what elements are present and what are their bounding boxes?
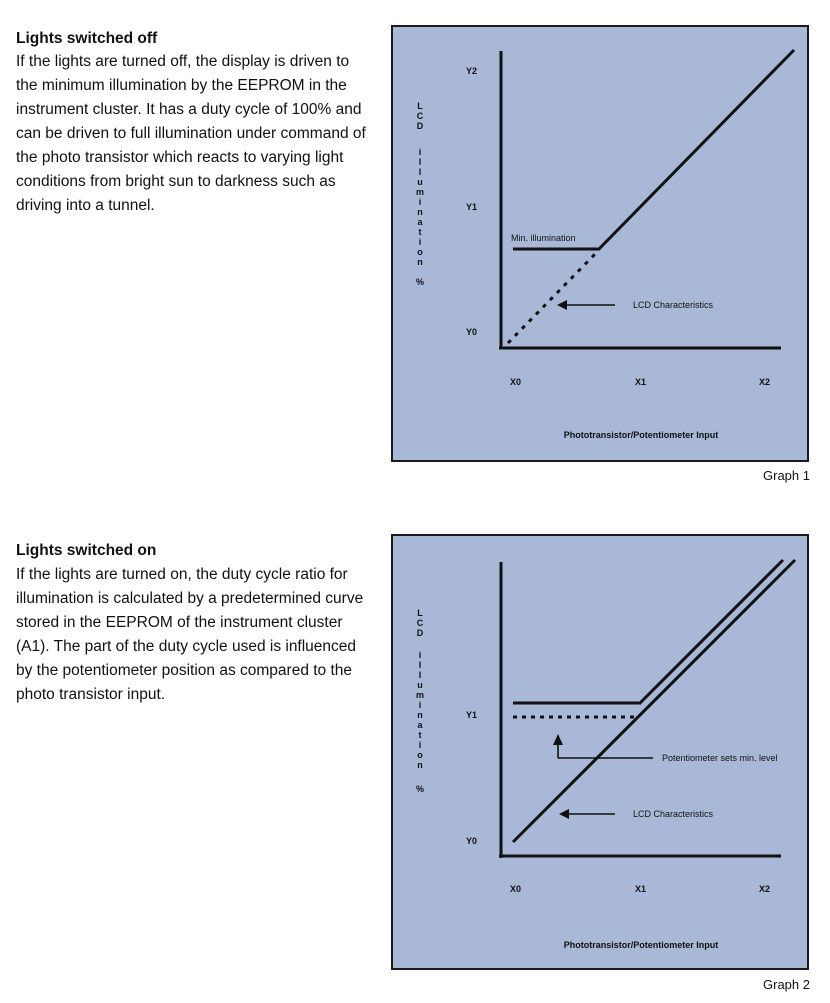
graph-2-ylabel-letter: n bbox=[417, 760, 423, 770]
section-title-lights-off: Lights switched off bbox=[16, 30, 158, 47]
graph-2-ylabel-letter: i bbox=[419, 740, 422, 750]
graph-2-ylabel-letter: u bbox=[417, 680, 423, 690]
graph-2-y-tick: Y0 bbox=[466, 836, 477, 846]
graph-1-y-tick: Y0 bbox=[466, 327, 477, 337]
graph-2-ylabel-letter: i bbox=[419, 700, 422, 710]
graph-2-annotation-lcd: LCD Characteristics bbox=[633, 809, 714, 819]
graph-2-ylabel-letter: n bbox=[417, 710, 423, 720]
graph-1-ylabel-letter: t bbox=[419, 227, 422, 237]
graph-1-ylabel-letter: l bbox=[419, 157, 422, 167]
graph-1-ylabel-letter: n bbox=[417, 257, 423, 267]
graph-1-ylabel-letter: i bbox=[419, 197, 422, 207]
graph-1-ylabel-letter: o bbox=[417, 247, 423, 257]
graph-1-ylabel-letter: % bbox=[416, 277, 424, 287]
graph-2-lcd-arrowhead bbox=[559, 809, 569, 819]
graph-1-x-tick: X0 bbox=[510, 377, 521, 387]
graph-1-lcd-arrowhead bbox=[557, 300, 567, 310]
graph-2-lcd-line bbox=[511, 558, 797, 844]
graph-1-ylabel-letter: m bbox=[416, 187, 424, 197]
graph-2-ylabel-letter: m bbox=[416, 690, 424, 700]
graph-1-ylabel-letter: u bbox=[417, 177, 423, 187]
graph-2-annotation-pot: Potentiometer sets min. level bbox=[662, 753, 778, 763]
graph-2: L C D i l l u m i n a t i o n % Y1 Y0 X0… bbox=[391, 534, 809, 970]
graph-1-y-tick: Y2 bbox=[466, 66, 477, 76]
graph-2-ylabel: L C D i l l u m i n a t i o n % bbox=[416, 608, 424, 794]
graph-2-ylabel-letter: C bbox=[417, 618, 424, 628]
graph-1-caption: Graph 1 bbox=[763, 468, 810, 483]
graph-2-x-tick: X1 bbox=[635, 884, 646, 894]
graph-1-x-tick: X2 bbox=[759, 377, 770, 387]
graph-2-upper-rising-line bbox=[637, 558, 785, 706]
graph-1-annotation-lcd: LCD Characteristics bbox=[633, 300, 714, 310]
graph-2-x-tick: X2 bbox=[759, 884, 770, 894]
graph-1-svg: L C D i l l u m i n a t i o n % Y2 Y1 Y0… bbox=[416, 48, 796, 440]
graph-1-xlabel: Phototransistor/Potentiometer Input bbox=[564, 430, 719, 440]
graph-2-x-tick: X0 bbox=[510, 884, 521, 894]
graph-2-svg: L C D i l l u m i n a t i o n % Y1 Y0 X0… bbox=[416, 558, 797, 950]
graph-1-ylabel: L C D i l l u m i n a t i o n % bbox=[416, 101, 424, 287]
graph-1-lcd-dotted-line bbox=[506, 249, 600, 345]
graph-2-ylabel-letter: % bbox=[416, 784, 424, 794]
graph-1-y-tick: Y1 bbox=[466, 202, 477, 212]
graph-1-x-tick: X1 bbox=[635, 377, 646, 387]
graph-1-ylabel-letter: i bbox=[419, 237, 422, 247]
graph-1-ylabel-letter: L bbox=[417, 101, 423, 111]
graph-2-xlabel: Phototransistor/Potentiometer Input bbox=[564, 940, 719, 950]
graph-2-ylabel-letter: a bbox=[417, 720, 423, 730]
graph-2-pot-arrowhead bbox=[553, 734, 563, 745]
graph-1-rising-line bbox=[596, 48, 796, 252]
graph-2-y-tick: Y1 bbox=[466, 710, 477, 720]
graph-2-ylabel-letter: i bbox=[419, 650, 422, 660]
graph-2-caption: Graph 2 bbox=[763, 977, 810, 992]
graph-2-ylabel-letter: L bbox=[417, 608, 423, 618]
graph-2-ylabel-letter: l bbox=[419, 660, 422, 670]
graph-1-ylabel-letter: n bbox=[417, 207, 423, 217]
graph-2-ylabel-letter: l bbox=[419, 670, 422, 680]
graph-1: L C D i l l u m i n a t i o n % Y2 Y1 Y0… bbox=[391, 25, 809, 462]
section-body-lights-off: If the lights are turned off, the displa… bbox=[16, 53, 366, 214]
graph-1-ylabel-letter: D bbox=[417, 121, 424, 131]
graph-2-ylabel-letter: o bbox=[417, 750, 423, 760]
section-body-lights-on: If the lights are turned on, the duty cy… bbox=[16, 566, 364, 703]
section-title-lights-on: Lights switched on bbox=[16, 542, 157, 559]
graph-1-ylabel-letter: C bbox=[417, 111, 424, 121]
graph-2-ylabel-letter: t bbox=[419, 730, 422, 740]
graph-1-ylabel-letter: l bbox=[419, 167, 422, 177]
graph-2-ylabel-letter: D bbox=[417, 628, 424, 638]
graph-1-ylabel-letter: i bbox=[419, 147, 422, 157]
graph-1-ylabel-letter: a bbox=[417, 217, 423, 227]
graph-1-annotation-min: Min. illumination bbox=[511, 233, 576, 243]
